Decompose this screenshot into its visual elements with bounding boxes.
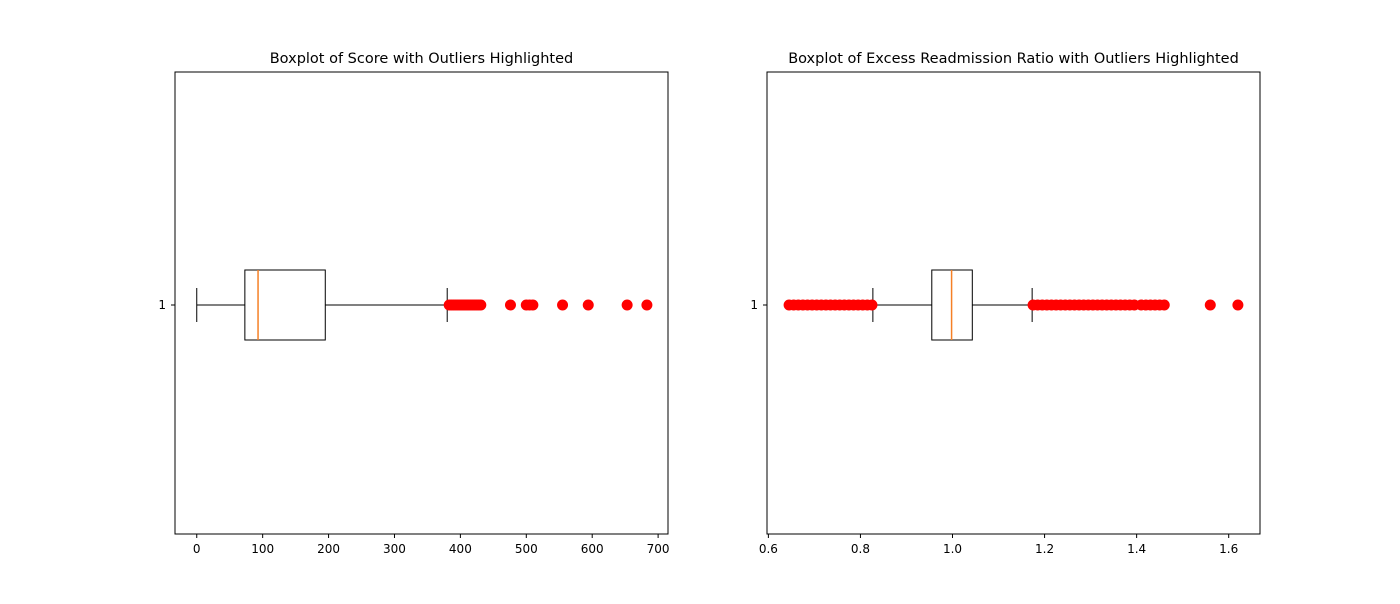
x-tick-label: 700 — [647, 542, 670, 556]
x-tick-label: 0.8 — [851, 542, 870, 556]
iqr-box — [244, 269, 326, 341]
outlier-point — [1158, 299, 1170, 311]
y-tick-label: 1 — [750, 298, 758, 312]
x-tick-label: 100 — [251, 542, 274, 556]
x-tick-label: 300 — [383, 542, 406, 556]
x-tick-label: 400 — [449, 542, 472, 556]
outlier-point — [1204, 299, 1216, 311]
x-tick-label: 200 — [317, 542, 340, 556]
outlier-point — [641, 299, 653, 311]
plot-area-frame — [766, 71, 1261, 535]
x-tick-label: 0.6 — [759, 542, 778, 556]
x-tick-label: 500 — [515, 542, 538, 556]
chart-title: Boxplot of Score with Outliers Highlight… — [270, 51, 574, 67]
y-tick-label: 1 — [158, 298, 166, 312]
chart-panel-1: Boxplot of Score with Outliers Highlight… — [158, 51, 669, 556]
outlier-point — [504, 299, 516, 311]
x-tick-label: 1.6 — [1219, 542, 1238, 556]
chart-panel-2: Boxplot of Excess Readmission Ratio with… — [750, 51, 1261, 556]
x-tick-label: 600 — [581, 542, 604, 556]
chart-title: Boxplot of Excess Readmission Ratio with… — [788, 51, 1239, 67]
outlier-point — [527, 299, 539, 311]
x-tick-label: 1.2 — [1035, 542, 1054, 556]
outlier-point — [866, 299, 878, 311]
outlier-point — [1232, 299, 1244, 311]
x-tick-label: 1.0 — [943, 542, 962, 556]
outlier-point — [621, 299, 633, 311]
outlier-point — [582, 299, 594, 311]
plot-area-frame — [174, 71, 669, 535]
outlier-point — [475, 299, 487, 311]
outlier-point — [557, 299, 569, 311]
x-tick-label: 1.4 — [1127, 542, 1146, 556]
x-tick-label: 0 — [193, 542, 201, 556]
